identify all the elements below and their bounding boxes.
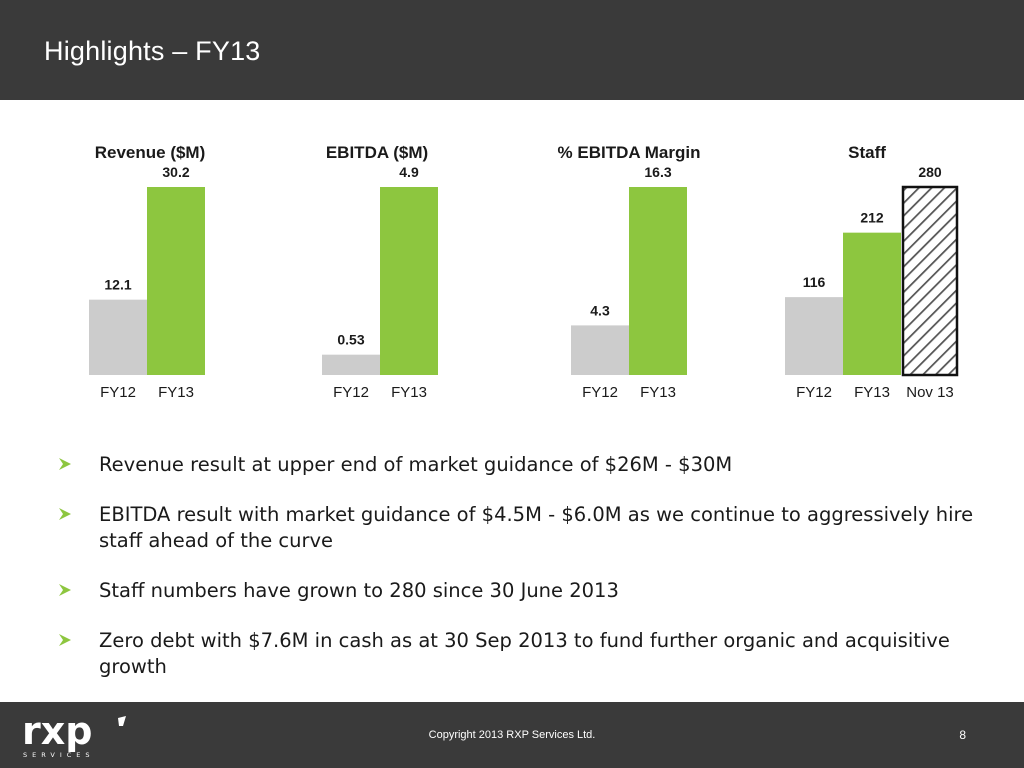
arrow-bullet-icon [59, 458, 71, 470]
value-label: 212 [860, 210, 884, 226]
bullet-text: Staff numbers have grown to 280 since 30… [99, 579, 619, 602]
value-label: 280 [918, 164, 942, 180]
category-label: FY12 [333, 384, 369, 401]
chart-0: Revenue ($M) 12.1 FY12 30.2 FY13 [89, 143, 205, 401]
category-label: FY13 [158, 384, 194, 401]
list-item: Staff numbers have grown to 280 since 30… [58, 578, 978, 604]
list-item: Revenue result at upper end of market gu… [58, 452, 978, 478]
highlights-list: Revenue result at upper end of market gu… [58, 452, 978, 704]
category-label: FY12 [582, 384, 618, 401]
category-label: FY13 [640, 384, 676, 401]
arrow-bullet-icon [59, 508, 71, 520]
value-label: 30.2 [162, 164, 189, 180]
bullet-text: Revenue result at upper end of market gu… [99, 453, 733, 476]
rxp-logo: rxp SERVICES [22, 712, 126, 759]
highlights-charts: Revenue ($M) 12.1 FY12 30.2 FY13 EBITDA ($M) 0… [89, 143, 959, 401]
value-label: 0.53 [337, 332, 364, 348]
page-number: 8 [959, 728, 966, 742]
list-item: Zero debt with $7.6M in cash as at 30 Se… [58, 628, 978, 680]
chart-title: % EBITDA Margin [558, 143, 701, 162]
chart-1: EBITDA ($M) 0.53 FY12 4.9 FY13 [322, 143, 438, 401]
chart-title: Staff [848, 143, 886, 162]
chart-title: Revenue ($M) [95, 143, 206, 162]
bar-fy13 [629, 187, 687, 375]
value-label: 16.3 [644, 164, 671, 180]
bar-fy13 [147, 187, 205, 375]
bullet-text: EBITDA result with market guidance of $4… [99, 503, 974, 552]
value-label: 4.3 [590, 302, 610, 318]
bar-nov-13 [901, 185, 959, 377]
chart-2: % EBITDA Margin 4.3 FY12 16.3 FY13 [558, 143, 701, 401]
category-label: FY12 [796, 384, 832, 401]
footer-bar: rxp SERVICES Copyright 2013 RXP Services… [0, 702, 1024, 768]
bar-fy13 [843, 232, 901, 375]
bar-fy12 [785, 297, 843, 375]
header-bar: Highlights – FY13 [0, 0, 1024, 100]
bullet-text: Zero debt with $7.6M in cash as at 30 Se… [99, 629, 950, 678]
bar-fy12 [89, 299, 147, 375]
value-label: 116 [803, 274, 826, 290]
bar-fy12 [322, 354, 380, 375]
category-label: FY13 [391, 384, 427, 401]
bar-fy13 [380, 187, 438, 375]
list-item: EBITDA result with market guidance of $4… [58, 502, 978, 554]
chart-3: Staff 116 FY12 212 FY13 280 Nov 13 [785, 143, 959, 401]
category-label: Nov 13 [906, 384, 954, 401]
arrow-bullet-icon [59, 584, 71, 596]
value-label: 4.9 [399, 164, 419, 180]
value-label: 12.1 [104, 277, 131, 293]
page-title: Highlights – FY13 [44, 36, 261, 66]
copyright-text: Copyright 2013 RXP Services Ltd. [428, 729, 596, 741]
category-label: FY13 [854, 384, 890, 401]
category-label: FY12 [100, 384, 136, 401]
svg-text:rxp: rxp [22, 712, 92, 753]
arrow-bullet-icon [59, 634, 71, 646]
bar-fy12 [571, 325, 629, 375]
chart-title: EBITDA ($M) [326, 143, 428, 162]
svg-text:SERVICES: SERVICES [23, 751, 95, 759]
